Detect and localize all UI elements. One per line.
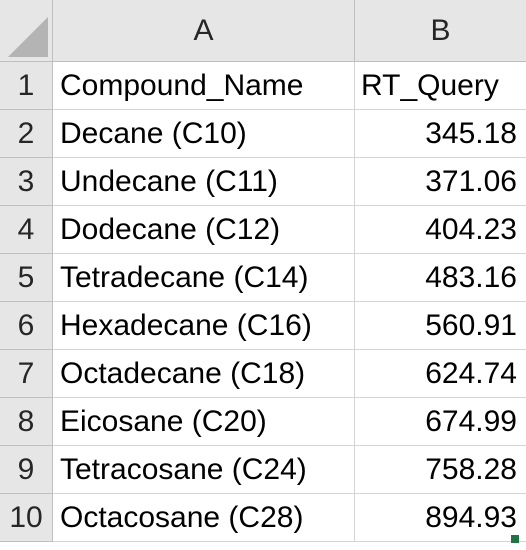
cell-a10[interactable]: Octacosane (C28): [53, 494, 355, 542]
cell-a4[interactable]: Dodecane (C12): [53, 206, 355, 254]
row-header-3[interactable]: 3: [0, 158, 53, 206]
row-header-8[interactable]: 8: [0, 398, 53, 446]
cell-grid: Compound_Name RT_Query Decane (C10) 345.…: [53, 62, 526, 542]
table-row: Octacosane (C28) 894.93: [53, 494, 526, 542]
table-row: Tetradecane (C14) 483.16: [53, 254, 526, 302]
cell-b3[interactable]: 371.06: [355, 158, 526, 206]
table-row: Dodecane (C12) 404.23: [53, 206, 526, 254]
cell-a7[interactable]: Octadecane (C18): [53, 350, 355, 398]
cell-a8[interactable]: Eicosane (C20): [53, 398, 355, 446]
column-header-a[interactable]: A: [53, 0, 355, 62]
cell-a5[interactable]: Tetradecane (C14): [53, 254, 355, 302]
table-row: Eicosane (C20) 674.99: [53, 398, 526, 446]
cell-b9[interactable]: 758.28: [355, 446, 526, 494]
table-row: Undecane (C11) 371.06: [53, 158, 526, 206]
cell-b10[interactable]: 894.93: [355, 494, 526, 542]
row-header-10[interactable]: 10: [0, 494, 53, 542]
cell-a1[interactable]: Compound_Name: [53, 62, 355, 110]
table-row: Compound_Name RT_Query: [53, 62, 526, 110]
select-all-triangle-icon: [8, 17, 48, 57]
cell-b6[interactable]: 560.91: [355, 302, 526, 350]
cell-b5[interactable]: 483.16: [355, 254, 526, 302]
table-row: Decane (C10) 345.18: [53, 110, 526, 158]
row-header-7[interactable]: 7: [0, 350, 53, 398]
cell-a9[interactable]: Tetracosane (C24): [53, 446, 355, 494]
column-header-b[interactable]: B: [355, 0, 526, 62]
cell-a3[interactable]: Undecane (C11): [53, 158, 355, 206]
row-headers: 1 2 3 4 5 6 7 8 9 10: [0, 62, 53, 542]
row-header-4[interactable]: 4: [0, 206, 53, 254]
cell-b7[interactable]: 624.74: [355, 350, 526, 398]
row-header-9[interactable]: 9: [0, 446, 53, 494]
row-header-1[interactable]: 1: [0, 62, 53, 110]
cell-a6[interactable]: Hexadecane (C16): [53, 302, 355, 350]
table-row: Tetracosane (C24) 758.28: [53, 446, 526, 494]
fill-handle[interactable]: [511, 535, 519, 543]
row-header-2[interactable]: 2: [0, 110, 53, 158]
cell-a2[interactable]: Decane (C10): [53, 110, 355, 158]
cell-b2[interactable]: 345.18: [355, 110, 526, 158]
select-all-button[interactable]: [0, 0, 53, 62]
cell-b4[interactable]: 404.23: [355, 206, 526, 254]
table-row: Octadecane (C18) 624.74: [53, 350, 526, 398]
table-row: Hexadecane (C16) 560.91: [53, 302, 526, 350]
cell-b1[interactable]: RT_Query: [355, 62, 526, 110]
row-header-6[interactable]: 6: [0, 302, 53, 350]
row-header-5[interactable]: 5: [0, 254, 53, 302]
cell-b8[interactable]: 674.99: [355, 398, 526, 446]
